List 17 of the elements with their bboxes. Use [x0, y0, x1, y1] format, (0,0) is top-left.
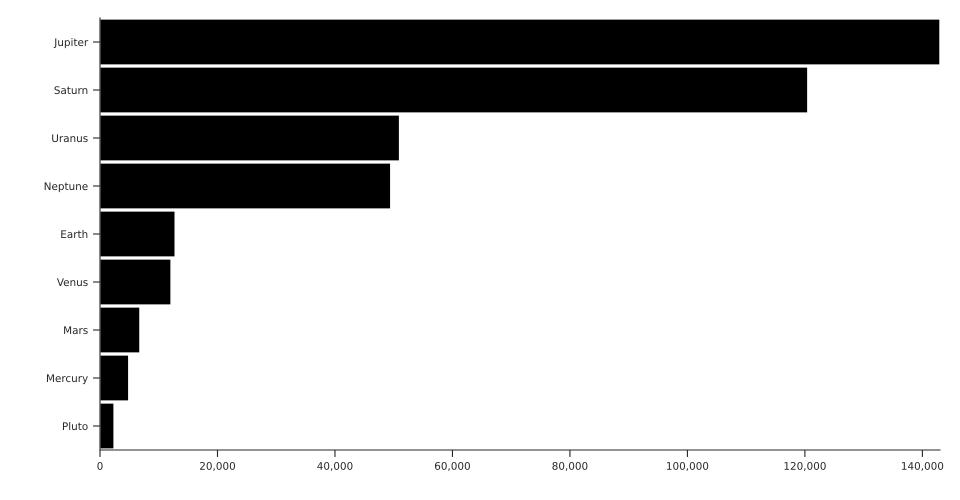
y-tick-label: Jupiter — [54, 38, 88, 48]
x-tick-label: 60,000 — [434, 462, 470, 471]
x-tick-label: 40,000 — [317, 462, 352, 471]
x-tick-label: 140,000 — [902, 462, 944, 471]
x-tick-label: 100,000 — [667, 462, 708, 471]
x-tick-label: 20,000 — [200, 462, 236, 471]
x-tick-label: 0 — [97, 462, 103, 470]
y-tick-label: Saturn — [54, 86, 88, 94]
y-tick-label: Venus — [56, 278, 88, 286]
y-tick-label: Mars — [64, 326, 88, 334]
y-tick-label: Pluto — [62, 422, 88, 430]
x-tick-label: 80,000 — [552, 462, 588, 471]
y-tick-label: Mercury — [46, 374, 88, 384]
y-tick-label: Neptune — [44, 182, 88, 192]
x-tick-label: 120,000 — [784, 462, 826, 471]
y-tick-label: Uranus — [52, 134, 88, 142]
y-tick-label: Earth — [61, 230, 88, 238]
